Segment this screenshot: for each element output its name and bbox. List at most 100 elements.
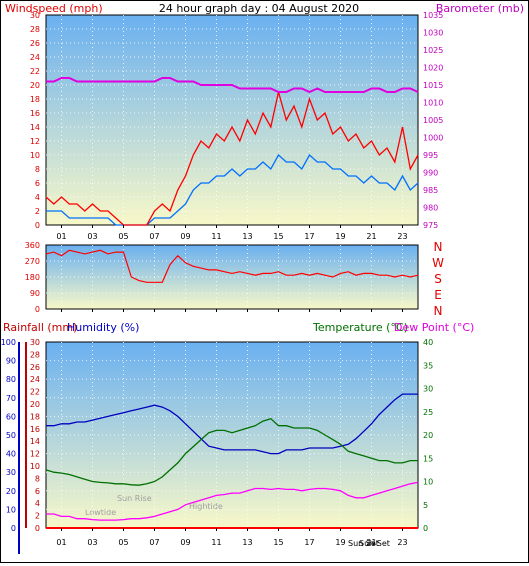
windspeed-tick-label: 18	[30, 95, 40, 104]
direction-tick-label: 360	[25, 241, 40, 250]
barometer-tick-label: 980	[423, 204, 438, 213]
direction-tick-label: 180	[25, 273, 40, 282]
windspeed-tick-label: 22	[30, 67, 40, 76]
temperature-tick-label: 10	[423, 478, 433, 487]
humidity-tick-label: 90	[6, 357, 16, 366]
windspeed-tick-label: 30	[30, 11, 40, 20]
temperature-tick-label: 40	[423, 338, 433, 347]
dir-label-w: W	[432, 256, 444, 270]
climate-x-tick-label: 11	[211, 538, 221, 547]
temperature-tick-label: 30	[423, 385, 433, 394]
direction-tick-label: 270	[25, 257, 40, 266]
humidity-tick-label: 50	[6, 431, 16, 440]
barometer-tick-label: 975	[423, 221, 438, 230]
temperature-tick-label: 20	[423, 431, 433, 440]
wind-x-tick-label: 15	[273, 232, 283, 241]
direction-tick-label: 0	[35, 305, 40, 314]
direction-panel-background	[45, 244, 419, 310]
humidity-tick-label: 30	[6, 468, 16, 477]
barometer-tick-label: 1020	[423, 64, 443, 73]
barometer-line	[46, 77, 419, 94]
climate-x-tick-label: 07	[149, 538, 159, 547]
dir-label-n-top: N	[434, 240, 443, 254]
wind-average-line	[46, 153, 419, 226]
temperature-tick-label: 5	[423, 501, 428, 510]
rainfall-tick-label: 10	[30, 462, 40, 471]
humidity-tick-label: 0	[11, 524, 16, 533]
rainfall-tick-label: 4	[35, 499, 40, 508]
rainfall-tick-label: 22	[30, 388, 40, 397]
wind-x-tick-label: 07	[149, 232, 159, 241]
climate-x-tick-label: 15	[273, 538, 283, 547]
wind-x-tick-label: 03	[87, 232, 97, 241]
barometer-tick-label: 1025	[423, 46, 443, 55]
wind-x-tick-label: 01	[56, 232, 66, 241]
temperature-tick-label: 15	[423, 454, 433, 463]
rainfall-tick-label: 0	[35, 524, 40, 533]
windspeed-tick-label: 2	[35, 207, 40, 216]
humidity-line	[46, 393, 418, 455]
windspeed-tick-label: 28	[30, 25, 40, 34]
temperature-line	[45, 417, 418, 486]
rainfall-tick-label: 28	[30, 350, 40, 359]
barometer-tick-label: 1000	[423, 134, 443, 143]
windspeed-tick-label: 6	[35, 179, 40, 188]
annotation-sun-set: Sun Set	[348, 539, 379, 548]
barometer-tick-label: 995	[423, 151, 438, 160]
climate-x-tick-label: 01	[56, 538, 66, 547]
dewpoint-axis-title: Dew Point (°C)	[394, 321, 474, 334]
annotation-sun-rise: Sun Rise	[117, 494, 152, 503]
climate-x-tick-label: 09	[180, 538, 190, 547]
rainfall-tick-label: 2	[35, 512, 40, 521]
temperature-axis-title: Temperature (°C)	[312, 321, 408, 334]
rainfall-axis-title: Rainfall (mm)	[3, 321, 77, 334]
rainfall-tick-label: 14	[30, 437, 40, 446]
humidity-tick-label: 70	[6, 394, 16, 403]
chart-title: 24 hour graph day : 04 August 2020	[159, 2, 359, 15]
windspeed-tick-label: 16	[30, 109, 40, 118]
rainfall-tick-label: 30	[30, 338, 40, 347]
barometer-tick-label: 1015	[423, 81, 443, 90]
climate-x-tick-label: 17	[304, 538, 314, 547]
rainfall-tick-label: 20	[30, 400, 40, 409]
annotation-sun-set-2: Sun Set	[359, 539, 390, 548]
temperature-tick-label: 0	[423, 524, 428, 533]
barometer-tick-label: 1005	[423, 116, 443, 125]
humidity-axis-title: Humidity (%)	[67, 321, 139, 334]
wind-x-tick-label: 11	[211, 232, 221, 241]
dir-label-e: E	[434, 288, 442, 302]
wind-x-tick-label: 05	[118, 232, 128, 241]
climate-x-tick-label: 21	[366, 538, 376, 547]
barometer-tick-label: 1035	[423, 11, 443, 20]
wind-x-tick-label: 19	[335, 232, 345, 241]
rainfall-tick-label: 16	[30, 425, 40, 434]
windspeed-tick-label: 20	[30, 81, 40, 90]
dir-label-n-bottom: N	[434, 304, 443, 318]
wind-direction-line	[45, 249, 419, 283]
windspeed-tick-label: 12	[30, 137, 40, 146]
windspeed-axis-title: Windspeed (mph)	[5, 2, 103, 15]
rainfall-tick-label: 12	[30, 450, 40, 459]
climate-x-tick-label: 03	[87, 538, 97, 547]
windspeed-tick-label: 4	[35, 193, 40, 202]
annotation-hightide: Hightide	[189, 502, 223, 511]
humidity-tick-label: 20	[6, 487, 16, 496]
climate-x-tick-label: 19	[335, 538, 345, 547]
wind-gust-line	[45, 91, 419, 226]
windspeed-tick-label: 8	[35, 165, 40, 174]
rainfall-tick-label: 18	[30, 412, 40, 421]
wind-x-tick-label: 13	[242, 232, 252, 241]
temperature-tick-label: 25	[423, 408, 433, 417]
wind-x-tick-label: 09	[180, 232, 190, 241]
windspeed-tick-label: 24	[30, 53, 40, 62]
windspeed-tick-label: 26	[30, 39, 40, 48]
humidity-tick-label: 40	[6, 450, 16, 459]
barometer-tick-label: 990	[423, 169, 438, 178]
climate-x-tick-label: 05	[118, 538, 128, 547]
annotation-lowtide: Lowtide	[85, 508, 116, 517]
rainfall-tick-label: 6	[35, 487, 40, 496]
climate-panel-background	[45, 341, 419, 529]
climate-x-tick-label: 23	[397, 538, 407, 547]
